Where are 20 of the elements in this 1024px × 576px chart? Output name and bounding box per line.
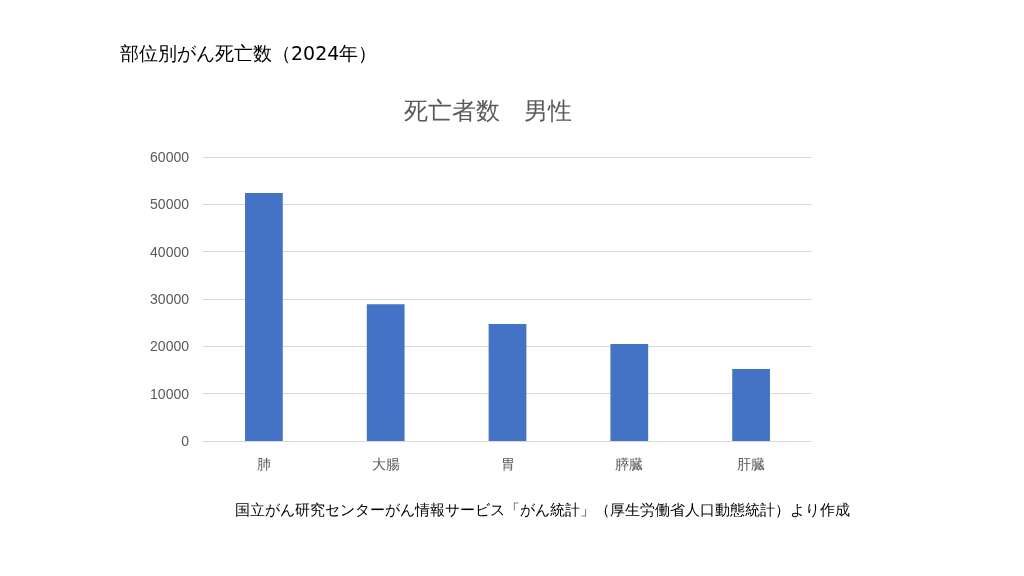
y-tick-label: 30000 (150, 291, 190, 307)
y-tick-label: 0 (181, 433, 190, 449)
y-tick-label: 20000 (150, 338, 190, 355)
x-tick-label: 膵臓 (615, 456, 644, 472)
chart-title: 部位別がん死亡数（2024年） (120, 41, 378, 64)
bar (245, 192, 283, 441)
bar (732, 369, 770, 441)
x-tick-label: 胃 (500, 456, 515, 472)
y-tick-label: 60000 (150, 149, 190, 165)
x-tick-label: 肺 (256, 456, 271, 472)
bar (488, 324, 527, 441)
x-tick-label: 肝臓 (737, 456, 766, 472)
bar (366, 304, 405, 441)
chart-subtitle: 死亡者数 男性 (404, 97, 572, 125)
x-tick-label: 大腸 (371, 456, 400, 472)
y-tick-label: 10000 (150, 385, 190, 402)
y-tick-label: 40000 (150, 243, 190, 260)
bar (610, 343, 649, 441)
text: 国立がん研究センターがん情報サービス「がん統計」（厚生労働省人口動態統計）より作成 (235, 500, 850, 519)
y-tick-label: 50000 (150, 196, 190, 213)
